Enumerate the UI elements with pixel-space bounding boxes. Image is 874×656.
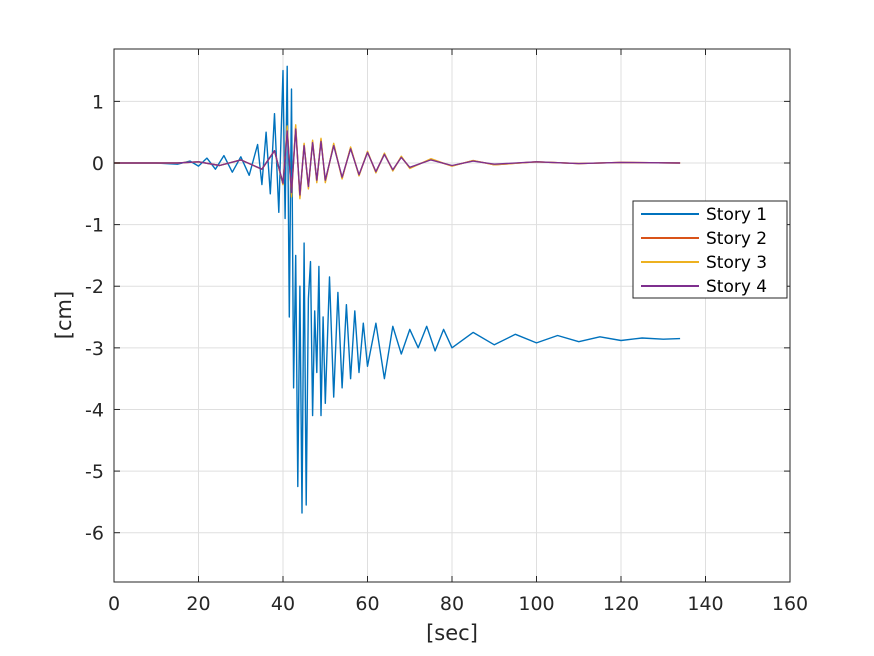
legend-label-story-3: Story 3: [706, 253, 767, 273]
x-tick-label: 20: [186, 593, 210, 615]
x-tick-label: 40: [271, 593, 295, 615]
y-tick-label: 1: [92, 91, 104, 113]
y-tick-label: -6: [85, 523, 104, 545]
y-axis-label: [cm]: [52, 291, 76, 339]
y-tick-label: -5: [85, 461, 104, 483]
series-line-story-4: [114, 128, 681, 196]
legend-label-story-1: Story 1: [706, 205, 767, 225]
x-axis-label: [sec]: [426, 621, 478, 645]
legend-label-story-2: Story 2: [706, 229, 767, 249]
x-tick-label: 160: [772, 593, 808, 615]
series-group: [114, 65, 681, 514]
legend: Story 1 Story 2 Story 3 Story 4: [632, 200, 788, 299]
y-tick-label: -2: [85, 276, 104, 298]
x-tick-label: 0: [108, 593, 120, 615]
x-tick-label: 120: [603, 593, 639, 615]
grid: [113, 49, 791, 582]
legend-box: [632, 200, 788, 299]
axis-ticks: 0 20 40 60 80 100 120 140 160 1 0 -1 -2 -3 -4 -5 -6: [85, 49, 808, 615]
y-tick-label: -1: [85, 215, 104, 237]
y-tick-label: -4: [85, 399, 104, 421]
x-tick-label: 60: [355, 593, 379, 615]
x-tick-label: 100: [518, 593, 554, 615]
legend-label-story-4: Story 4: [706, 277, 767, 297]
x-tick-label: 140: [687, 593, 723, 615]
series-line-story-1: [114, 65, 681, 514]
x-tick-label: 80: [440, 593, 464, 615]
legend-items: Story 1 Story 2 Story 3 Story 4: [641, 205, 767, 297]
y-tick-label: -3: [85, 338, 104, 360]
y-tick-label: 0: [92, 153, 104, 175]
